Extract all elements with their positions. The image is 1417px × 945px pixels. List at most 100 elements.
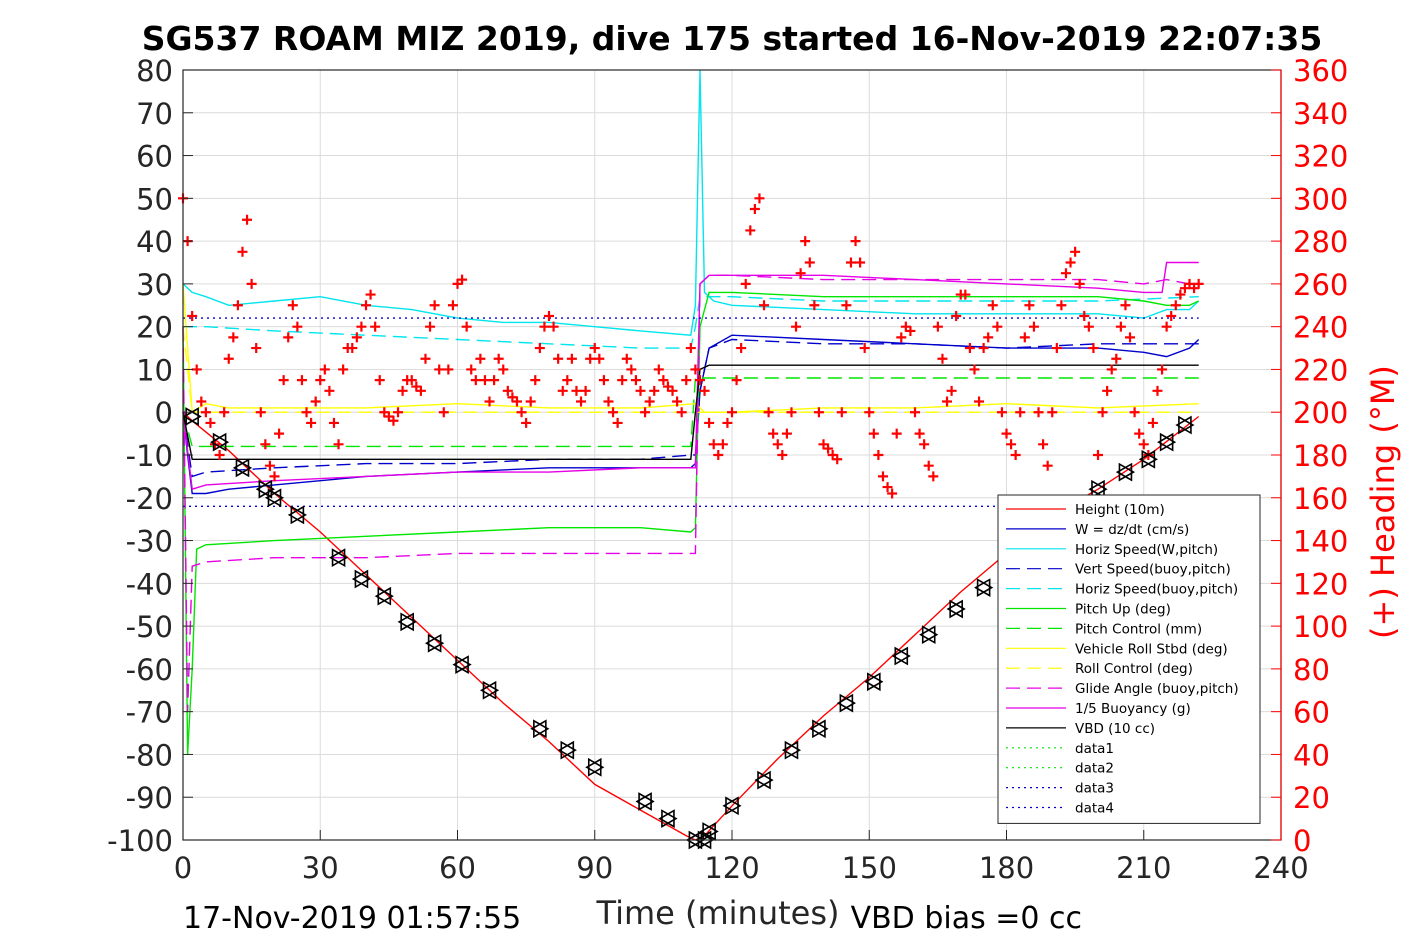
heading-point bbox=[699, 385, 710, 396]
depth-marker bbox=[725, 796, 742, 816]
legend: Height (10m) W = dz/dt (cm/s) Horiz Speed(… bbox=[997, 494, 1261, 824]
series-line-9 bbox=[182, 274, 1199, 712]
heading-point bbox=[603, 396, 614, 407]
depth-marker bbox=[1141, 449, 1158, 469]
heading-point bbox=[516, 407, 527, 418]
heading-point bbox=[338, 364, 349, 375]
depth-marker bbox=[781, 740, 799, 760]
depth-marker bbox=[235, 458, 253, 478]
heading-point bbox=[809, 300, 820, 311]
heading-point bbox=[498, 364, 509, 375]
heading-point bbox=[315, 375, 326, 386]
heading-point bbox=[1056, 300, 1067, 311]
heading-point bbox=[667, 385, 678, 396]
heading-point bbox=[489, 375, 500, 386]
series-line-8 bbox=[182, 326, 1199, 413]
depth-marker bbox=[212, 432, 230, 452]
heading-point bbox=[438, 407, 449, 418]
heading-point bbox=[923, 460, 934, 471]
legend-label: VBD (10 cc) bbox=[1075, 721, 1155, 737]
heading-point bbox=[548, 321, 559, 332]
heading-point bbox=[388, 415, 399, 426]
x-axis: 0 30 60 90 120 150 180 210 240 bbox=[174, 830, 1309, 885]
y2-tick-label: 40 bbox=[1293, 738, 1330, 772]
heading-point bbox=[255, 407, 266, 418]
y-tick-label: -60 bbox=[126, 653, 173, 687]
heading-point bbox=[415, 385, 426, 396]
y-tick-label: 70 bbox=[136, 97, 173, 131]
depth-marker bbox=[351, 569, 369, 589]
heading-point bbox=[521, 417, 532, 428]
y-tick-label: -70 bbox=[126, 696, 173, 730]
heading-point bbox=[1115, 321, 1126, 332]
y2-tick-label: 60 bbox=[1293, 696, 1330, 730]
heading-point bbox=[511, 396, 522, 407]
heading-point bbox=[434, 364, 445, 375]
heading-point bbox=[704, 417, 715, 428]
heading-point bbox=[781, 428, 792, 439]
y2-tick-label: 240 bbox=[1293, 311, 1348, 345]
heading-point bbox=[685, 343, 696, 354]
heading-point bbox=[370, 321, 381, 332]
heading-point bbox=[1006, 439, 1017, 450]
legend-label: Horiz Speed(W,pitch) bbox=[1075, 542, 1218, 558]
heading-point bbox=[571, 385, 582, 396]
depth-marker bbox=[455, 655, 472, 674]
heading-point bbox=[351, 332, 362, 343]
footer-timestamp: 17-Nov-2019 01:57:55 bbox=[183, 901, 521, 936]
heading-point bbox=[406, 375, 417, 386]
x-tick-label: 150 bbox=[842, 851, 897, 885]
heading-point bbox=[223, 353, 234, 364]
heading-point bbox=[237, 246, 248, 257]
heading-point bbox=[589, 343, 600, 354]
heading-point bbox=[251, 343, 262, 354]
heading-point bbox=[694, 375, 705, 386]
heading-point bbox=[1093, 450, 1103, 460]
depth-marker bbox=[479, 680, 497, 700]
heading-point bbox=[219, 407, 230, 418]
heading-point bbox=[196, 396, 207, 407]
depth-marker bbox=[949, 599, 966, 619]
heading-point bbox=[987, 300, 998, 311]
heading-point bbox=[859, 343, 870, 354]
heading-point bbox=[296, 375, 307, 386]
heading-point bbox=[759, 300, 770, 311]
heading-point bbox=[534, 343, 545, 354]
heading-point bbox=[425, 321, 436, 332]
heading-point bbox=[283, 332, 294, 343]
legend-label: Height (10m) bbox=[1075, 502, 1165, 518]
heading-point bbox=[630, 375, 641, 386]
depth-marker bbox=[1175, 415, 1192, 435]
heading-point bbox=[722, 417, 733, 428]
heading-point bbox=[823, 443, 834, 454]
depth-marker bbox=[1178, 415, 1195, 435]
heading-point bbox=[301, 407, 312, 418]
heading-point bbox=[420, 353, 431, 364]
heading-point bbox=[754, 193, 765, 204]
heading-point bbox=[264, 460, 275, 471]
heading-point bbox=[731, 375, 742, 386]
heading-point bbox=[937, 353, 948, 364]
y-tick-label: -30 bbox=[126, 525, 173, 559]
depth-marker bbox=[699, 822, 716, 841]
heading-point bbox=[1083, 321, 1094, 332]
x-tick-label: 210 bbox=[1116, 851, 1171, 885]
depth-marker bbox=[894, 646, 911, 666]
depth-marker bbox=[400, 612, 417, 632]
y2-tick-label: 180 bbox=[1293, 439, 1348, 473]
y2-tick-label: 20 bbox=[1293, 781, 1330, 815]
heading-point bbox=[621, 353, 632, 364]
legend-label: Vehicle Roll Stbd (deg) bbox=[1075, 641, 1228, 657]
y2-tick-label: 340 bbox=[1293, 97, 1348, 131]
y2-tick-label: 80 bbox=[1293, 653, 1330, 687]
y-axis-left: 80 70 60 50 40 30 20 10 0 -10 -20 -30 -40 -50 -60 -70 -8… bbox=[107, 54, 193, 858]
heading-point bbox=[763, 407, 774, 418]
depth-marker bbox=[533, 719, 550, 739]
heading-point bbox=[493, 353, 504, 364]
x-tick-label: 60 bbox=[439, 851, 476, 885]
y2-tick-label: 200 bbox=[1293, 396, 1348, 430]
depth-marker bbox=[702, 822, 719, 841]
heading-point bbox=[1060, 268, 1071, 279]
depth-marker bbox=[809, 719, 826, 739]
